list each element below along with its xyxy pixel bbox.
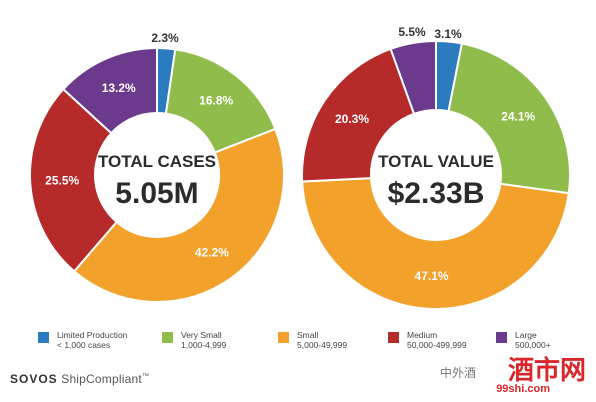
slice-small [72, 127, 285, 303]
center-title: TOTAL CASES [98, 152, 216, 171]
slice-large [61, 46, 158, 135]
legend-name: Very Small [181, 330, 222, 340]
brand-logo: SOVOS ShipCompliant™ [10, 372, 149, 386]
slice-label: 42.2% [195, 246, 229, 260]
slice-label: 5.5% [398, 25, 426, 39]
legend-item-medium: Medium 50,000-499,999 [388, 330, 467, 350]
slice-medium [29, 87, 118, 273]
legend-name: Medium [407, 330, 438, 340]
legend-name: Small [297, 330, 319, 340]
slice-label: 2.3% [151, 31, 179, 45]
slice-large [389, 39, 437, 116]
legend-swatch [388, 332, 399, 343]
donut-chart-1: 2.3% 16.8% 42.2% 25.5% 13.2% TOTAL CASES 5.05M [29, 31, 285, 303]
donut-chart-2: 3.1% 24.1% 47.1% 20.3% 5.5% TOTAL VALUE $2.33B [301, 25, 571, 310]
slice-very-small [164, 48, 277, 154]
legend-swatch [162, 332, 173, 343]
legend-name: Limited Production [57, 330, 128, 340]
legend-item-limited-production: Limited Production < 1,000 cases [38, 330, 127, 350]
center-value: $2.33B [388, 177, 485, 210]
center-value: 5.05M [115, 177, 198, 210]
watermark-logo-text: 酒市网 [507, 356, 586, 386]
slice-label: 20.3% [335, 112, 369, 126]
watermark-url: 99shi.com [496, 383, 550, 395]
watermark: 中外酒 酒市网 99shi.com [440, 350, 590, 398]
legend-range: < 1,000 cases [57, 340, 111, 350]
legend-item-large: Large 500,000+ [496, 330, 551, 350]
legend-range: 5,000-49,999 [297, 340, 348, 350]
slice-medium [301, 47, 416, 183]
donut-charts: 2.3% 16.8% 42.2% 25.5% 13.2% TOTAL CASES 5.05M… [29, 25, 571, 310]
slice-very-small [447, 42, 571, 195]
slice-small [301, 177, 570, 310]
slice-label: 47.1% [415, 269, 449, 283]
legend-item-very-small: Very Small 1,000-4,999 [162, 330, 226, 350]
brand-tm: ™ [141, 373, 150, 380]
slice-label: 3.1% [434, 27, 462, 41]
legend-range: 1,000-4,999 [181, 340, 227, 350]
legend-swatch [38, 332, 49, 343]
slice-label: 24.1% [501, 109, 535, 123]
legend-swatch [496, 332, 507, 343]
legend-item-small: Small 5,000-49,999 [278, 330, 347, 350]
legend-name: Large [515, 330, 537, 340]
slice-label: 13.2% [102, 81, 136, 95]
legend-range: 500,000+ [515, 340, 551, 350]
legend-range: 50,000-499,999 [407, 340, 467, 350]
slice-label: 25.5% [45, 174, 79, 188]
watermark-cn-text: 中外酒 [440, 366, 477, 380]
brand-name: SOVOS [10, 372, 58, 386]
legend: Limited Production < 1,000 cases Very Sm… [38, 330, 596, 360]
brand-product: ShipCompliant [61, 372, 142, 386]
slice-label: 16.8% [199, 94, 233, 108]
legend-swatch [278, 332, 289, 343]
center-title: TOTAL VALUE [378, 152, 494, 171]
